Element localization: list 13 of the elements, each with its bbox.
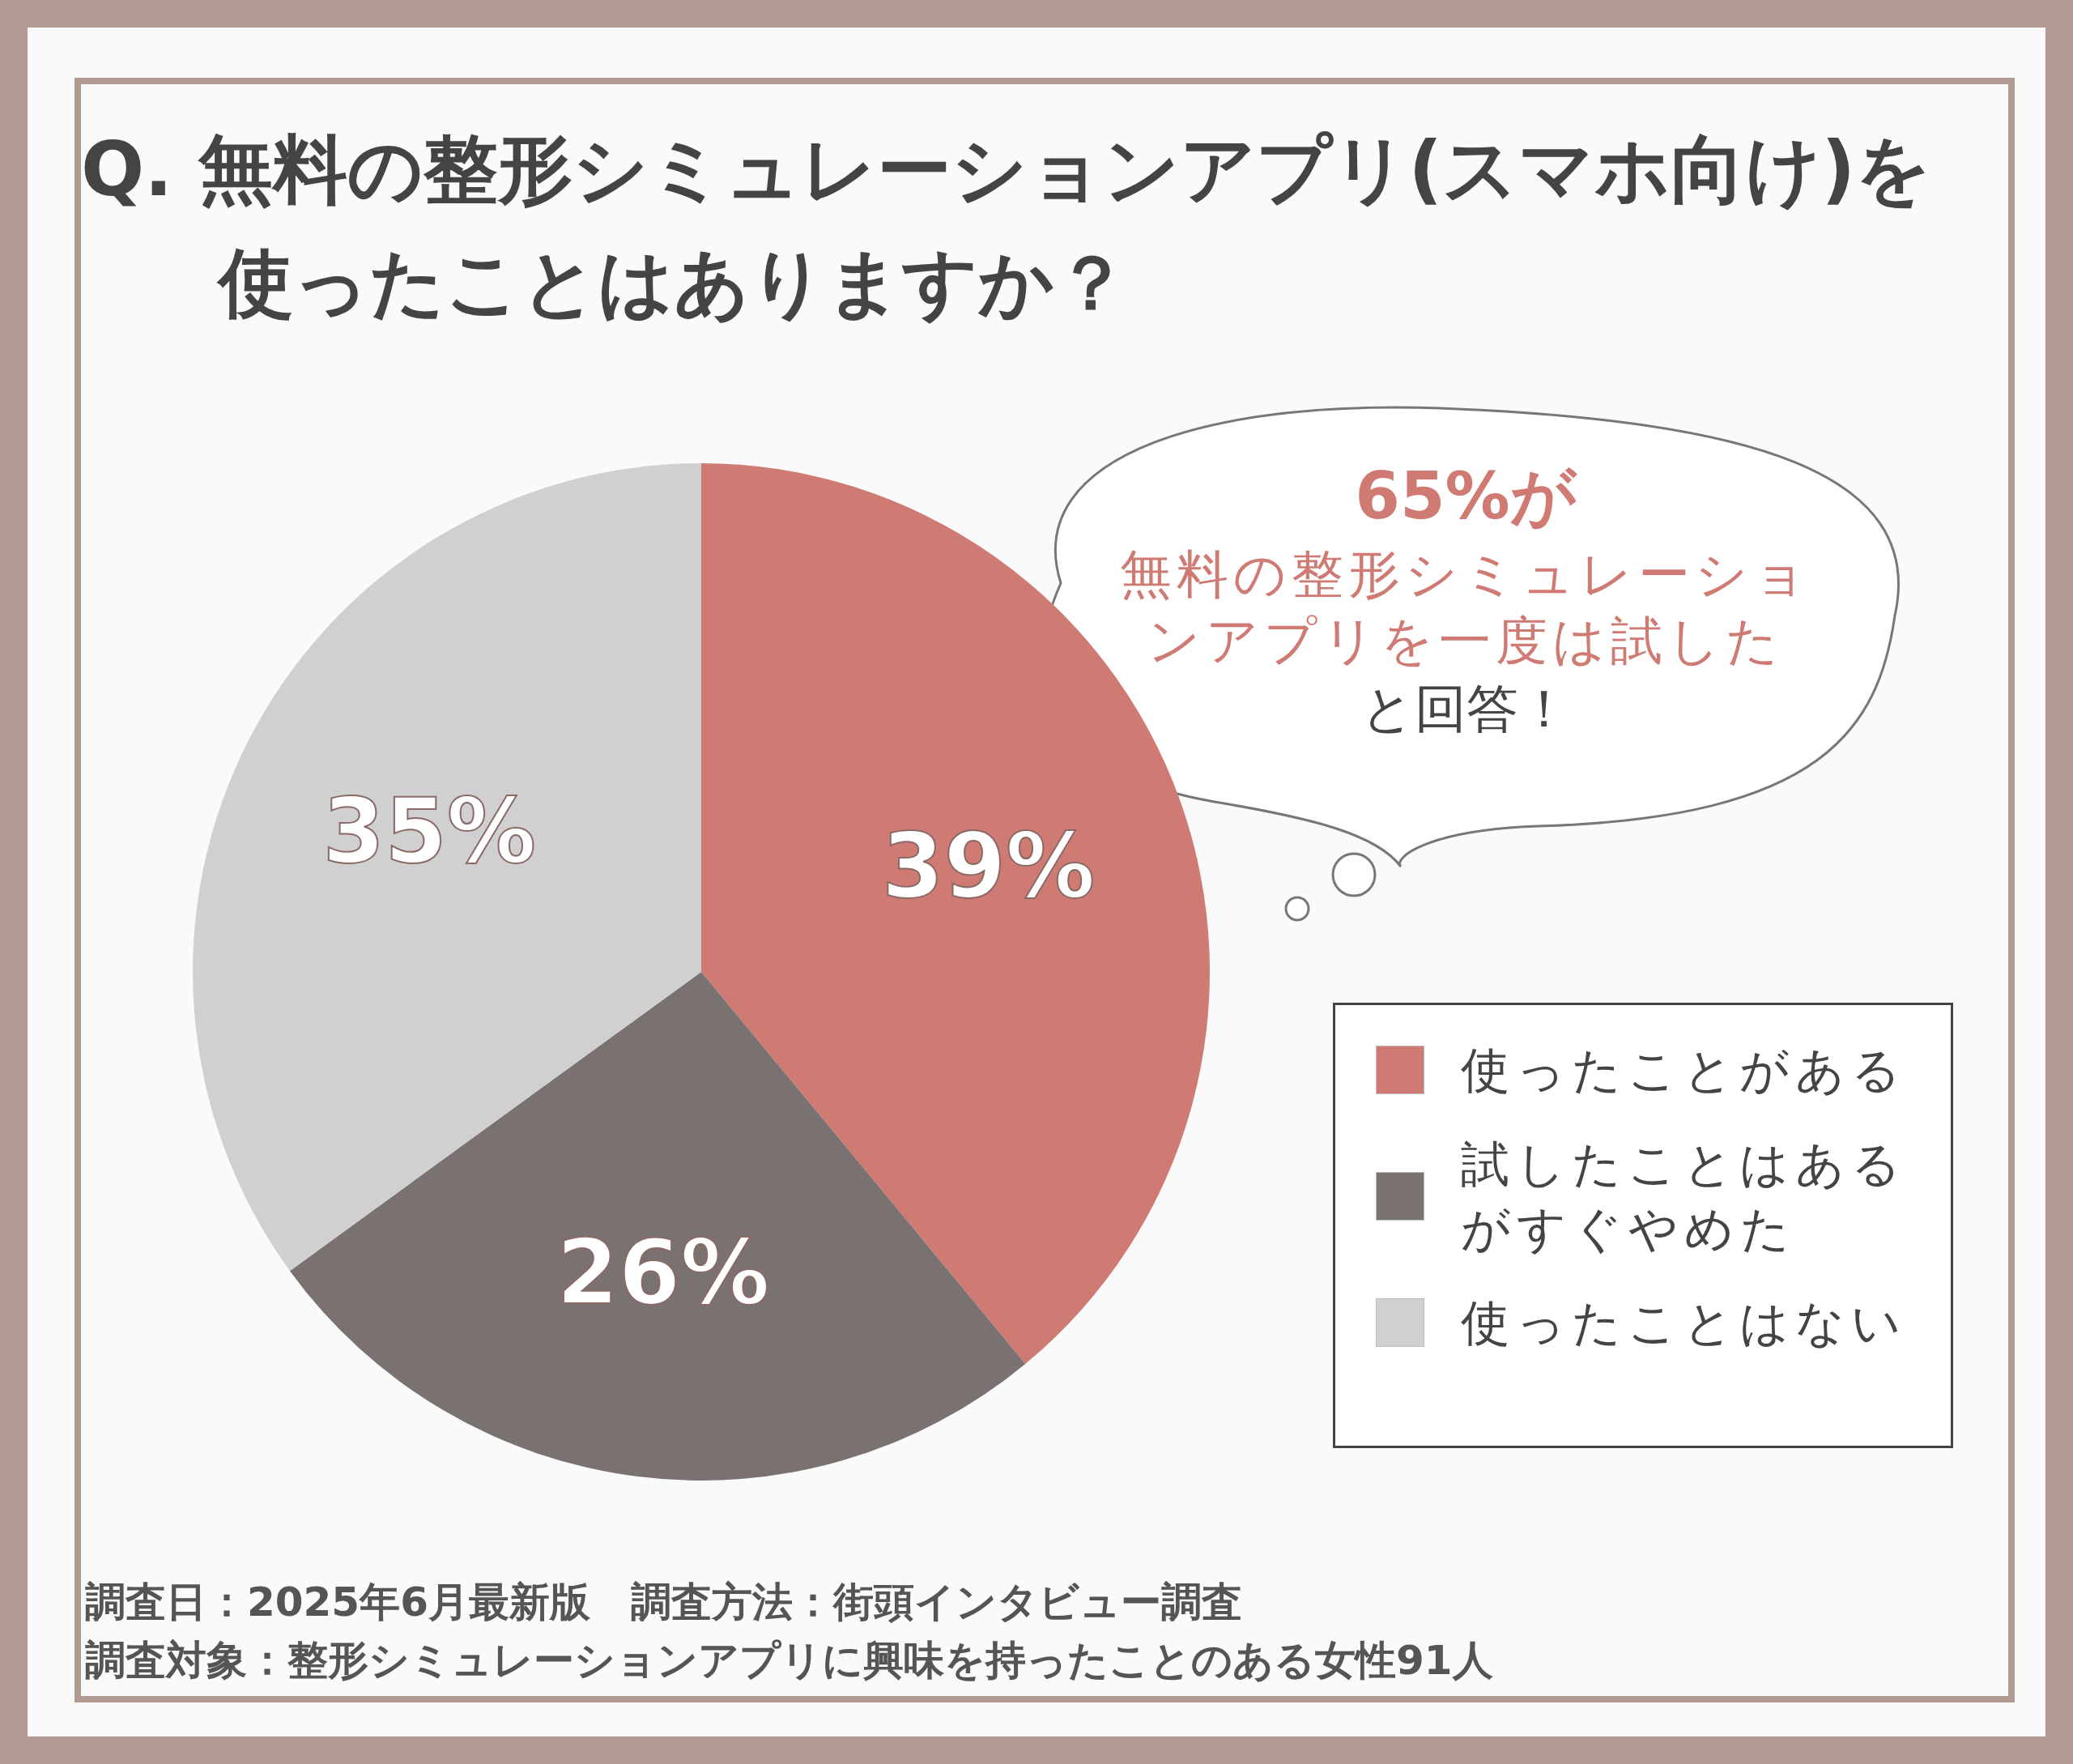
- legend-label: 使ったことがある: [1461, 1041, 1908, 1100]
- chart-title: Q. 無料の整形シミュレーションアプリ(スマホ向け)を使ったことはありますか？: [81, 126, 1933, 328]
- text: 調査日：2025年6月最新版 調査方法：街頭インタビュー調査: [85, 1578, 1242, 1627]
- text: 65%が: [1354, 458, 1578, 535]
- legend-label: 試したことはあるがすぐやめた: [1461, 1135, 1908, 1259]
- text: 調査対象：整形シミュレーションアプリに興味を持ったことのある女性91人: [85, 1636, 1493, 1685]
- data-label: 35%: [322, 778, 536, 883]
- data-label: 26%: [556, 1220, 770, 1324]
- legend-label: 使ったことはない: [1461, 1293, 1908, 1353]
- data-label: 39%: [881, 814, 1096, 918]
- text: と回答！: [1360, 678, 1571, 740]
- text: 無料の整形シミュレーションアプリを一度は試した: [1119, 543, 1812, 672]
- pie-slice: [289, 972, 1026, 1480]
